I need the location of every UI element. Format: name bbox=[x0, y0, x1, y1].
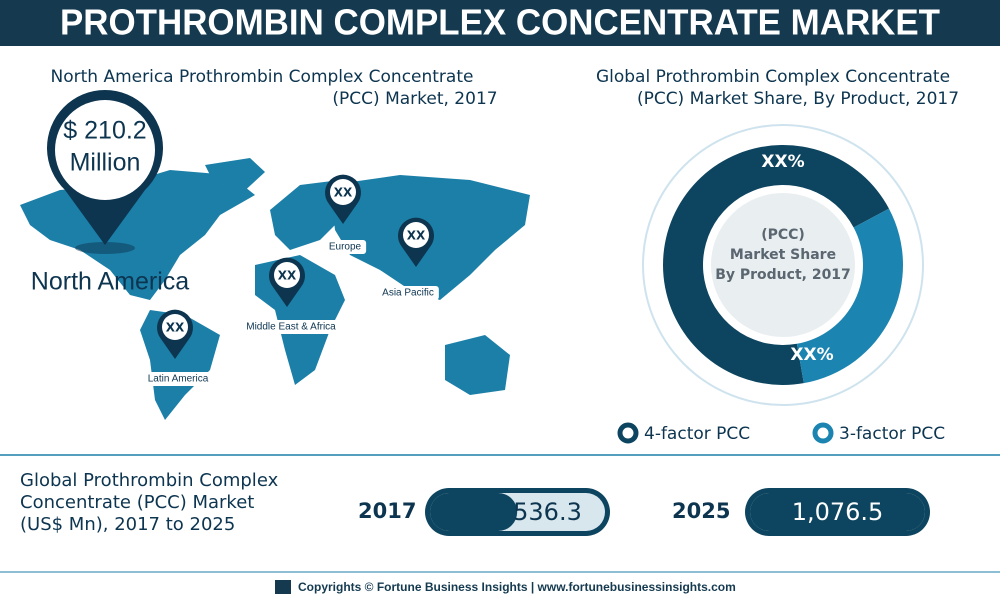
continent bbox=[445, 335, 510, 395]
legend-marker bbox=[617, 422, 639, 444]
donut-segment bbox=[796, 208, 904, 384]
highlight-unit: Million bbox=[70, 149, 141, 177]
segment-label: XX% bbox=[790, 345, 833, 365]
chart-title: Global Prothrombin Complex Concentrate bbox=[596, 67, 950, 87]
header-bar bbox=[0, 0, 1000, 46]
donut-segment bbox=[663, 145, 889, 386]
region-label: Middle East & Africa bbox=[246, 322, 336, 333]
region-label-box bbox=[142, 372, 214, 386]
region-label: Latin America bbox=[148, 374, 209, 385]
continent bbox=[205, 158, 265, 195]
value-label: 1,076.5 bbox=[792, 498, 884, 526]
highlight-region: North America bbox=[31, 268, 189, 296]
region-label: Europe bbox=[329, 242, 362, 253]
region-label-box bbox=[377, 286, 439, 300]
page-title: PROTHROMBIN COMPLEX CONCENTRATE MARKET bbox=[60, 2, 940, 43]
donut-center-text: By Product, 2017 bbox=[715, 267, 851, 283]
pin-face bbox=[330, 179, 356, 205]
pin-label: XX bbox=[278, 269, 297, 283]
region-label-box bbox=[323, 240, 367, 254]
pin-face bbox=[162, 314, 188, 340]
year-label: 2025 bbox=[672, 499, 730, 523]
region-label-box bbox=[241, 320, 341, 334]
pin-shadow bbox=[75, 242, 135, 254]
legend-marker bbox=[812, 422, 834, 444]
market-title: (US$ Mn), 2017 to 2025 bbox=[20, 514, 235, 535]
market-title: Concentrate (PCC) Market bbox=[20, 492, 254, 513]
year-label: 2017 bbox=[358, 499, 416, 523]
segment-label: XX% bbox=[761, 152, 804, 172]
pin-label: XX bbox=[166, 321, 185, 335]
pin-face bbox=[403, 222, 429, 248]
highlight-value: $ 210.2 bbox=[63, 117, 146, 145]
logo bbox=[275, 580, 291, 594]
region-label: Asia Pacific bbox=[382, 288, 434, 299]
pin-label: XX bbox=[407, 229, 426, 243]
chart-title: (PCC) Market Share, By Product, 2017 bbox=[637, 89, 959, 109]
donut-center-text: (PCC) bbox=[761, 227, 805, 243]
map-title: (PCC) Market, 2017 bbox=[332, 89, 497, 109]
donut-center bbox=[705, 187, 861, 343]
donut-center-text: Market Share bbox=[730, 247, 836, 263]
footer-text: Copyrights © Fortune Business Insights |… bbox=[298, 580, 736, 594]
pin-label: XX bbox=[334, 186, 353, 200]
pill-bar bbox=[750, 493, 925, 531]
pill-bar bbox=[430, 493, 518, 531]
value-label: 536.3 bbox=[513, 498, 582, 526]
pin-face bbox=[274, 262, 300, 288]
market-title: Global Prothrombin Complex bbox=[20, 470, 279, 491]
legend-label: 4-factor PCC bbox=[644, 424, 750, 444]
pin-face bbox=[55, 100, 155, 200]
map-title: North America Prothrombin Complex Concen… bbox=[51, 67, 474, 87]
legend-label: 3-factor PCC bbox=[839, 424, 945, 444]
